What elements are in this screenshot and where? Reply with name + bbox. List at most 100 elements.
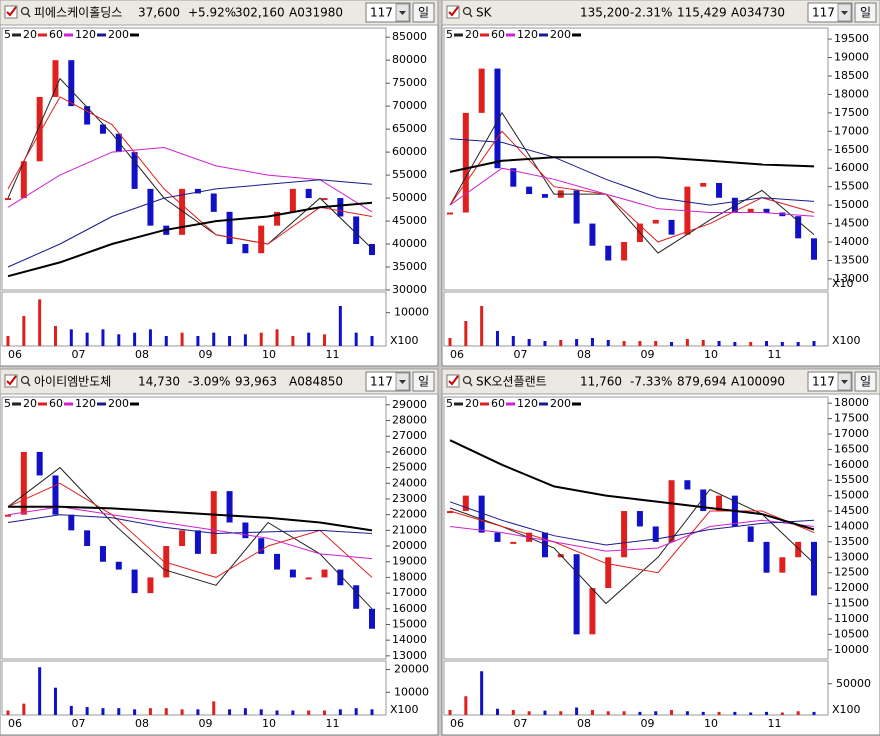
search-icon[interactable] — [462, 6, 472, 16]
legend-label: 120 — [517, 397, 538, 410]
panel-background — [0, 368, 439, 736]
volume-bar — [717, 341, 721, 346]
unit-button[interactable] — [854, 371, 877, 392]
candle — [20, 451, 27, 515]
unit-button[interactable] — [854, 2, 877, 23]
moving-average-line — [7, 146, 373, 213]
panel-header: 피에스케이홀딩스 37,600 +5.92%302,160 A031980 117 일 — [0, 0, 439, 26]
x-tick-label: 11 — [768, 717, 782, 730]
y-tick-label: 17500 — [834, 106, 869, 119]
candle — [52, 475, 59, 515]
volume-bar — [164, 708, 168, 715]
unit-button[interactable] — [412, 371, 435, 392]
legend-label: 120 — [517, 28, 538, 41]
y-tick-label: 13000 — [392, 649, 427, 662]
volume-plot-frame — [1, 660, 387, 716]
candle — [68, 514, 75, 531]
volume-bar — [527, 711, 531, 715]
candle — [226, 491, 233, 523]
volume-bar — [323, 334, 327, 346]
candle — [462, 495, 469, 512]
volume-bar — [780, 342, 784, 346]
unit-label: 일 — [860, 375, 871, 389]
stock-change: -2.31% — [630, 6, 672, 20]
volume-bar — [228, 709, 232, 715]
period-value: 117 — [370, 375, 393, 389]
volume-bar — [6, 710, 10, 715]
y-tick-label: 15000 — [834, 489, 869, 502]
volume-bar — [575, 339, 579, 346]
stock-price: 14,730 — [138, 375, 180, 389]
candle — [716, 495, 723, 512]
x-tick-label: 10 — [262, 717, 276, 730]
volume-bar — [117, 708, 121, 715]
moving-average-line — [7, 482, 373, 578]
legend-label: 5 — [4, 397, 11, 410]
volume-bar — [69, 329, 73, 346]
volume-bar — [685, 339, 689, 346]
volume-bar — [685, 711, 689, 715]
y-tick-label: 14000 — [834, 519, 869, 532]
volume-bar — [480, 306, 484, 346]
panel-background — [441, 368, 880, 736]
x-tick-label: 10 — [704, 348, 718, 361]
candle — [131, 569, 138, 594]
candle — [131, 152, 138, 189]
legend-label: 120 — [75, 28, 96, 41]
unit-button[interactable] — [412, 2, 435, 23]
candle — [321, 198, 328, 201]
volume-bar — [622, 341, 626, 346]
y-tick-label: 70000 — [392, 99, 427, 112]
volume-bar — [69, 705, 73, 715]
legend-label: 200 — [108, 28, 129, 41]
y-tick-label: 85000 — [392, 30, 427, 43]
y-tick-label: 19000 — [834, 51, 869, 64]
y-tick-label: 12000 — [834, 581, 869, 594]
candle — [541, 532, 548, 558]
volume-bar — [370, 709, 374, 715]
search-icon[interactable] — [20, 6, 30, 16]
candle — [478, 495, 485, 533]
candle — [605, 245, 612, 261]
x-tick-label: 10 — [704, 717, 718, 730]
search-icon[interactable] — [20, 375, 30, 385]
x-tick-label: 07 — [514, 348, 528, 361]
volume-bar — [275, 710, 279, 715]
candle — [779, 557, 786, 573]
stock-code: A031980 — [289, 6, 343, 20]
volume-plot-frame — [443, 291, 829, 347]
volume-bar — [196, 709, 200, 715]
y-tick-label: 18000 — [834, 396, 869, 409]
candle — [5, 198, 11, 201]
candle — [147, 188, 154, 226]
moving-average-line — [449, 138, 815, 206]
stock-volume: 879,694 — [677, 375, 727, 389]
candle — [274, 211, 281, 226]
volume-bar — [606, 711, 610, 715]
price-plot-frame — [443, 27, 829, 291]
moving-average-line — [449, 501, 815, 546]
y-tick-label: 16500 — [834, 442, 869, 455]
y-tick-label: 19000 — [392, 555, 427, 568]
dropdown-arrow — [399, 380, 406, 384]
candle — [700, 489, 707, 512]
legend-label: 20 — [23, 28, 37, 41]
volume-bar — [291, 336, 295, 346]
panel-background — [0, 0, 439, 367]
x-tick-label: 08 — [135, 717, 149, 730]
volume-bar — [133, 332, 137, 346]
moving-average-line — [449, 156, 815, 173]
search-icon[interactable] — [462, 375, 472, 385]
volume-bar — [164, 336, 168, 346]
legend-label: 60 — [49, 28, 63, 41]
candle — [289, 569, 296, 578]
x-tick-label: 08 — [577, 348, 591, 361]
dropdown-arrow — [841, 380, 848, 384]
moving-average-line — [449, 167, 815, 217]
volume-bar — [85, 707, 89, 715]
candle — [716, 182, 723, 198]
volume-bar — [22, 316, 26, 346]
x-tick-label: 06 — [8, 348, 22, 361]
volume-tick-label: 50000 — [836, 677, 871, 690]
volume-bar — [243, 334, 247, 346]
